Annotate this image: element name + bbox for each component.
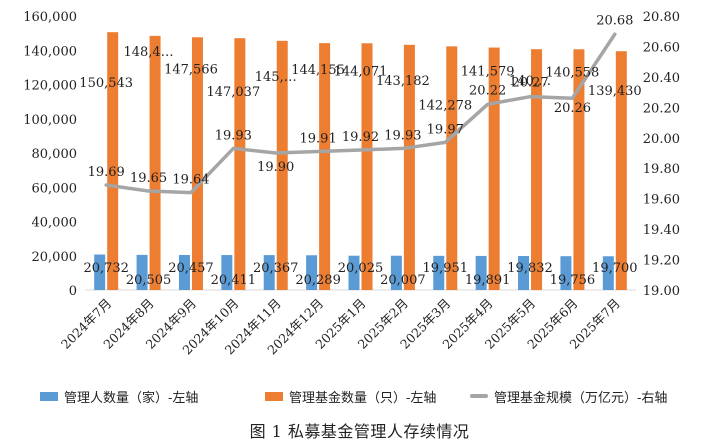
bar-funds bbox=[446, 46, 458, 291]
data-label-funds: 147,037 bbox=[206, 85, 260, 100]
data-label-managers: 20,732 bbox=[83, 261, 129, 276]
y-right-tick-label: 19.00 bbox=[643, 284, 680, 299]
bar-funds bbox=[615, 51, 627, 291]
y-left-tick-label: 160,000 bbox=[23, 10, 77, 25]
data-label-scale: 19.97 bbox=[427, 122, 464, 137]
data-label-scale: 19.69 bbox=[88, 165, 125, 180]
data-label-scale: 19.93 bbox=[215, 128, 252, 143]
legend-label-scale: 管理基金规模（万亿元）-右轴 bbox=[494, 390, 668, 406]
bar-managers bbox=[221, 255, 233, 290]
data-label-funds: 139,430 bbox=[588, 84, 642, 99]
bar-funds bbox=[107, 32, 119, 290]
data-label-scale: 19.90 bbox=[257, 160, 294, 175]
y-left-tick-label: 80,000 bbox=[32, 147, 78, 162]
bar-funds bbox=[488, 47, 500, 291]
y-right-tick-label: 20.20 bbox=[643, 101, 680, 116]
legend-swatch-scale bbox=[470, 394, 488, 398]
y-right-tick-label: 19.40 bbox=[643, 223, 680, 238]
legend-item-managers: 管理人数量（家）-左轴 bbox=[40, 384, 198, 408]
data-label-funds: 148,4… bbox=[123, 45, 173, 60]
bar-managers bbox=[136, 254, 148, 290]
data-label-managers: 19,832 bbox=[507, 261, 553, 276]
bar-funds bbox=[234, 38, 246, 290]
data-label-funds: 150,543 bbox=[79, 76, 133, 91]
y-right-tick-label: 19.60 bbox=[643, 193, 680, 208]
data-label-scale: 19.92 bbox=[342, 130, 379, 145]
bar-managers bbox=[518, 256, 530, 290]
bar-managers bbox=[560, 256, 572, 290]
data-label-funds: 141,579 bbox=[461, 65, 515, 80]
data-label-managers: 19,951 bbox=[423, 261, 469, 276]
y-right-tick-label: 20.00 bbox=[643, 132, 680, 147]
y-right-tick-label: 19.20 bbox=[643, 254, 680, 269]
data-label-scale: 20.68 bbox=[596, 13, 633, 28]
legend-swatch-managers bbox=[40, 391, 58, 401]
bar-managers bbox=[602, 256, 614, 290]
bar-funds bbox=[573, 49, 585, 290]
bar-funds bbox=[403, 44, 415, 290]
data-label-funds: 144,071 bbox=[334, 64, 388, 79]
y-left-tick-label: 0 bbox=[69, 284, 77, 299]
bar-managers bbox=[475, 255, 487, 290]
data-label-managers: 19,891 bbox=[465, 273, 511, 288]
y-left-tick-label: 100,000 bbox=[23, 113, 77, 128]
data-label-managers: 20,505 bbox=[126, 273, 172, 288]
figure-caption: 图 1 私募基金管理人存续情况 bbox=[249, 422, 470, 441]
legend-item-funds: 管理基金数量（只）-左轴 bbox=[265, 384, 436, 408]
chart: 020,00040,00060,00080,000100,000120,0001… bbox=[23, 10, 680, 358]
bar-funds bbox=[531, 49, 543, 290]
y-right-tick-label: 19.80 bbox=[643, 162, 680, 177]
y-right-tick-label: 20.40 bbox=[643, 71, 680, 86]
bar-managers bbox=[348, 255, 360, 290]
bar-managers bbox=[178, 254, 190, 290]
data-label-funds: 143,182 bbox=[376, 74, 430, 89]
bar-funds bbox=[276, 40, 288, 290]
data-label-managers: 20,025 bbox=[338, 261, 384, 276]
y-left-tick-label: 60,000 bbox=[32, 181, 78, 196]
data-label-managers: 20,289 bbox=[295, 273, 341, 288]
y-left-tick-label: 40,000 bbox=[32, 216, 78, 231]
data-label-managers: 19,756 bbox=[550, 273, 596, 288]
y-left-tick-label: 140,000 bbox=[23, 44, 77, 59]
data-label-funds: 147,566 bbox=[164, 62, 218, 77]
data-label-funds: 140,… bbox=[509, 74, 551, 89]
legend-swatch-funds bbox=[265, 391, 283, 401]
bar-managers bbox=[94, 254, 106, 290]
y-right-tick-label: 20.80 bbox=[643, 10, 680, 25]
bar-managers bbox=[390, 255, 402, 290]
data-label-managers: 20,007 bbox=[380, 273, 426, 288]
data-label-managers: 20,367 bbox=[253, 261, 299, 276]
data-label-managers: 20,411 bbox=[211, 273, 257, 288]
legend-label-managers: 管理人数量（家）-左轴 bbox=[64, 390, 199, 406]
y-left-tick-label: 120,000 bbox=[23, 79, 77, 94]
bar-funds bbox=[361, 43, 373, 290]
data-label-funds: 142,278 bbox=[418, 98, 472, 113]
data-label-scale: 20.27 bbox=[511, 76, 548, 91]
bar-managers bbox=[263, 255, 275, 290]
bar-funds bbox=[319, 43, 331, 290]
data-label-managers: 19,700 bbox=[592, 261, 638, 276]
legend: 管理人数量（家）-左轴 管理基金数量（只）-左轴 管理基金规模（万亿元）-右轴 bbox=[0, 384, 719, 408]
data-label-funds: 140,558 bbox=[546, 65, 600, 80]
data-label-funds: 145,… bbox=[255, 70, 297, 85]
legend-item-scale: 管理基金规模（万亿元）-右轴 bbox=[470, 384, 667, 408]
data-label-scale: 20.26 bbox=[554, 101, 591, 116]
bar-managers bbox=[433, 255, 445, 290]
bar-funds bbox=[149, 35, 161, 290]
data-label-scale: 19.93 bbox=[384, 128, 421, 143]
bar-funds bbox=[191, 37, 203, 290]
data-label-scale: 20.22 bbox=[469, 83, 506, 98]
data-label-managers: 20,457 bbox=[168, 261, 214, 276]
y-right-tick-label: 20.60 bbox=[643, 40, 680, 55]
data-label-scale: 19.65 bbox=[130, 171, 167, 186]
data-label-scale: 19.91 bbox=[300, 131, 337, 146]
y-left-tick-label: 20,000 bbox=[32, 250, 78, 265]
data-label-scale: 19.64 bbox=[172, 173, 209, 188]
bar-managers bbox=[306, 255, 318, 290]
legend-label-funds: 管理基金数量（只）-左轴 bbox=[289, 390, 437, 406]
data-label-funds: 144,155 bbox=[291, 63, 345, 78]
